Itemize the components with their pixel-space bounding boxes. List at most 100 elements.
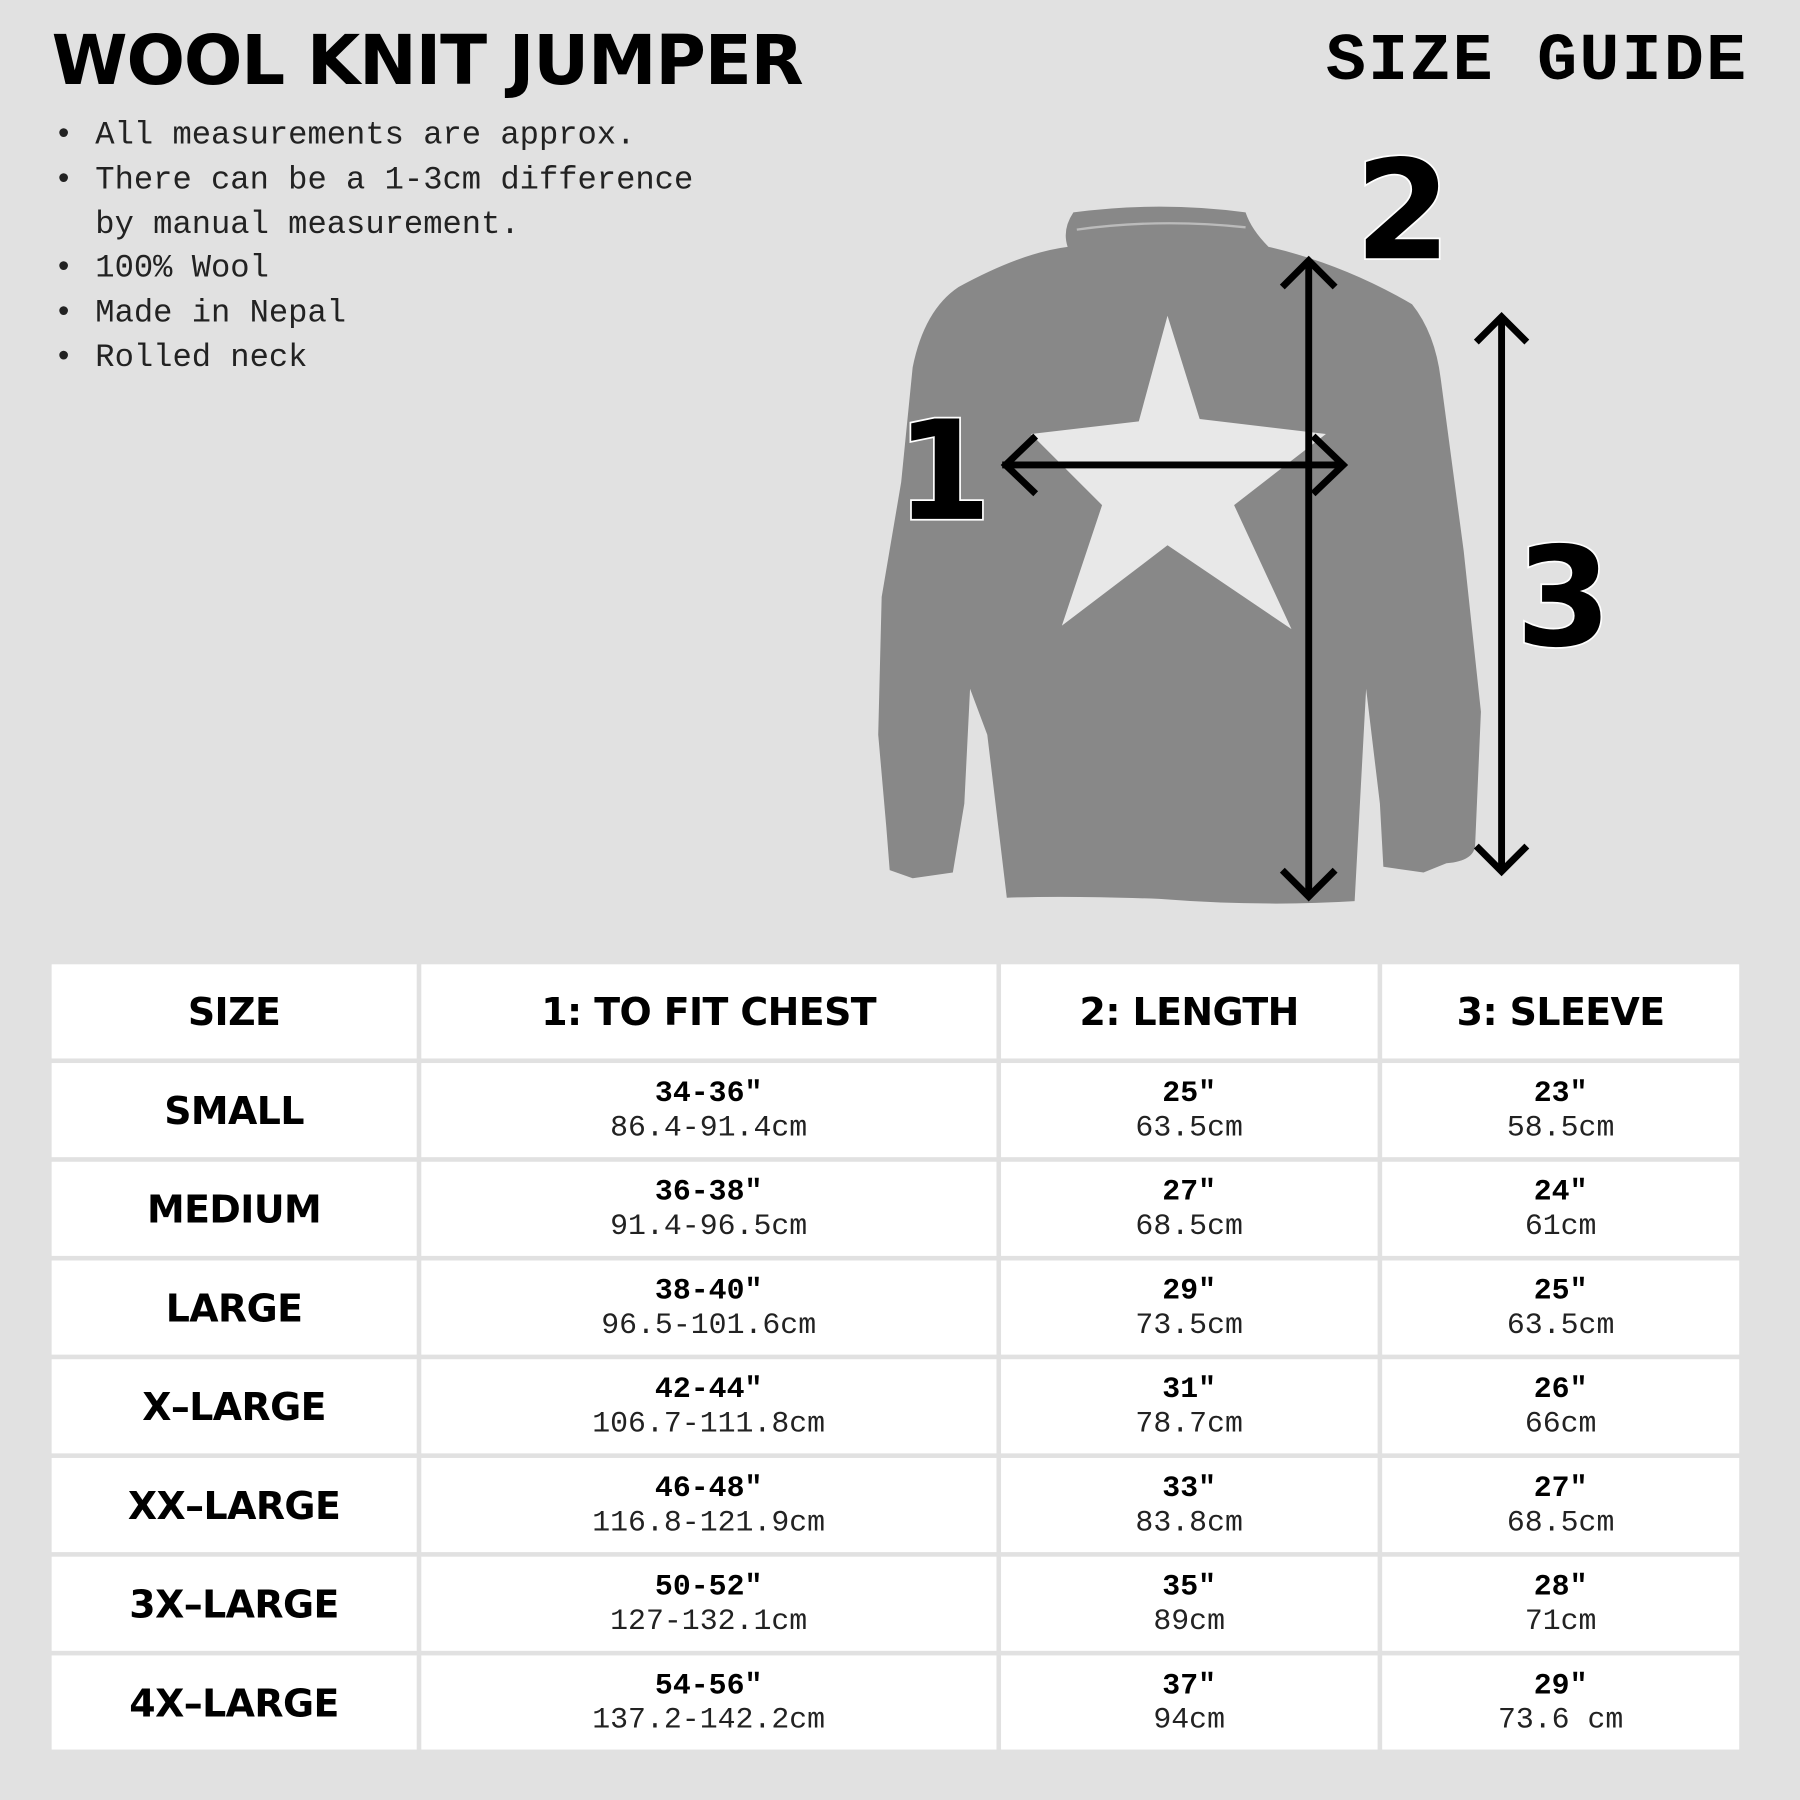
sleeve-cell: 23″ 58.5cm [1382,1063,1740,1158]
size-cell: X–LARGE [51,1359,417,1454]
table-header-row: SIZE 1: TO FIT CHEST 2: LENGTH 3: SLEEVE [51,964,1740,1059]
size-table: SIZE 1: TO FIT CHEST 2: LENGTH 3: SLEEVE… [47,960,1744,1754]
sleeve-cm: 71cm [1524,1603,1597,1639]
sleeve-inches: 23″ [1533,1075,1588,1111]
header-sleeve: 3: SLEEVE [1382,964,1740,1059]
chest-cm: 96.5-101.6cm [601,1307,817,1343]
chest-inches: 38-40″ [654,1273,763,1308]
sleeve-cell: 28″ 71cm [1382,1556,1740,1651]
length-inches: 29″ [1162,1273,1217,1308]
length-cm: 83.8cm [1135,1505,1243,1540]
size-cell: XX–LARGE [51,1457,417,1553]
chest-inches: 42-44″ [654,1371,763,1407]
note-item: All measurements are approx. [52,115,694,160]
size-guide-heading: SIZE GUIDE [1325,25,1749,100]
sleeve-cm: 63.5cm [1506,1307,1615,1343]
note-item: There can be a 1-3cm difference by manua… [52,159,694,248]
length-inches: 31″ [1162,1371,1217,1407]
chest-cm: 116.8-121.9cm [592,1505,826,1540]
chest-cm: 86.4-91.4cm [610,1110,808,1145]
chest-cm: 127-132.1cm [610,1603,808,1639]
sleeve-cell: 24″ 61cm [1382,1161,1740,1256]
length-cell: 35″ 89cm [1000,1556,1378,1651]
length-cell: 31″ 78.7cm [1000,1359,1378,1454]
sleeve-cell: 27″ 68.5cm [1382,1457,1740,1553]
sleeve-inches: 24″ [1533,1174,1588,1209]
table-row: XX–LARGE 46-48″ 116.8-121.9cm 33″ 83.8cm 27″ 6… [51,1457,1740,1553]
length-inches: 37″ [1162,1668,1217,1703]
chest-cell: 50-52″ 127-132.1cm [421,1556,997,1651]
sleeve-cm: 58.5cm [1506,1110,1615,1145]
sleeve-cm: 68.5cm [1506,1505,1615,1540]
length-inches: 25″ [1162,1075,1217,1111]
note-item: Made in Nepal [52,293,694,338]
sleeve-inches: 27″ [1533,1470,1588,1506]
length-inches: 33″ [1162,1470,1217,1506]
sleeve-inches: 26″ [1533,1371,1588,1407]
chest-cell: 54-56″ 137.2-142.2cm [421,1655,997,1750]
size-cell: 3X–LARGE [51,1556,417,1651]
chest-inches: 34-36″ [654,1075,763,1111]
sleeve-cm: 73.6 cm [1497,1702,1624,1737]
chest-inches: 50-52″ [654,1569,763,1604]
length-cm: 63.5cm [1135,1110,1243,1145]
length-cm: 73.5cm [1135,1307,1243,1343]
header-length: 2: LENGTH [1000,964,1378,1059]
table-row: X–LARGE 42-44″ 106.7-111.8cm 31″ 78.7cm 26″ 66… [51,1359,1740,1454]
sleeve-cm: 61cm [1524,1208,1597,1244]
length-inches: 35″ [1162,1569,1217,1604]
sleeve-cell: 26″ 66cm [1382,1359,1740,1454]
chest-arrow [1000,433,1349,497]
chest-cell: 46-48″ 116.8-121.9cm [421,1457,997,1553]
table-row: 3X–LARGE 50-52″ 127-132.1cm 35″ 89cm 28″ 71cm [51,1556,1740,1651]
sweater-diagram: 1 2 3 [878,130,1613,904]
chest-inches: 36-38″ [654,1174,763,1209]
chest-cell: 36-38″ 91.4-96.5cm [421,1161,997,1256]
length-cell: 29″ 73.5cm [1000,1260,1378,1355]
length-cm: 94cm [1153,1702,1225,1737]
length-cm: 68.5cm [1135,1208,1243,1244]
sleeve-cm: 66cm [1524,1406,1597,1441]
size-cell: MEDIUM [51,1161,417,1256]
length-cm: 78.7cm [1135,1406,1243,1441]
table-row: LARGE 38-40″ 96.5-101.6cm 29″ 73.5cm 25″ 63.5c… [51,1260,1740,1355]
length-cell: 33″ 83.8cm [1000,1457,1378,1553]
sweater-illustration [878,206,1481,904]
note-item: 100% Wool [52,248,694,293]
chest-cm: 106.7-111.8cm [592,1406,826,1441]
size-cell: LARGE [51,1260,417,1355]
sleeve-inches: 28″ [1533,1569,1588,1604]
length-inches: 27″ [1162,1174,1217,1209]
chest-cm: 137.2-142.2cm [592,1702,826,1737]
chest-cm: 91.4-96.5cm [610,1208,808,1244]
size-cell: 4X–LARGE [51,1655,417,1750]
length-arrow [1279,255,1338,902]
notes-list: All measurements are approx. There can b… [52,115,694,382]
chest-cell: 38-40″ 96.5-101.6cm [421,1260,997,1355]
length-cell: 37″ 94cm [1000,1655,1378,1750]
header-chest: 1: TO FIT CHEST [421,964,997,1059]
sleeve-inches: 29″ [1533,1668,1588,1703]
label-length: 2 [1355,131,1451,291]
length-cell: 27″ 68.5cm [1000,1161,1378,1256]
sleeve-cell: 29″ 73.6 cm [1382,1655,1740,1750]
sleeve-arrow [1473,311,1530,877]
star-motif [1030,315,1326,630]
product-title: WOOL KNIT JUMPER [51,20,804,102]
sleeve-cell: 25″ 63.5cm [1382,1260,1740,1355]
chest-inches: 54-56″ [654,1668,763,1703]
rolled-neck [1076,222,1246,231]
table-row: MEDIUM 36-38″ 91.4-96.5cm 27″ 68.5cm 24″ 61cm [51,1161,1740,1256]
sleeve-inches: 25″ [1533,1273,1588,1308]
header-size: SIZE [51,964,417,1059]
size-cell: SMALL [51,1063,417,1158]
length-cell: 25″ 63.5cm [1000,1063,1378,1158]
length-cm: 89cm [1153,1603,1225,1639]
table-row: 4X–LARGE 54-56″ 137.2-142.2cm 37″ 94cm 29″ 73.… [51,1655,1740,1750]
note-item: Rolled neck [52,337,694,382]
chest-cell: 34-36″ 86.4-91.4cm [421,1063,997,1158]
table-row: SMALL 34-36″ 86.4-91.4cm 25″ 63.5cm 23″ 58.5cm [51,1063,1740,1158]
chest-cell: 42-44″ 106.7-111.8cm [421,1359,997,1454]
label-sleeve: 3 [1516,518,1612,678]
